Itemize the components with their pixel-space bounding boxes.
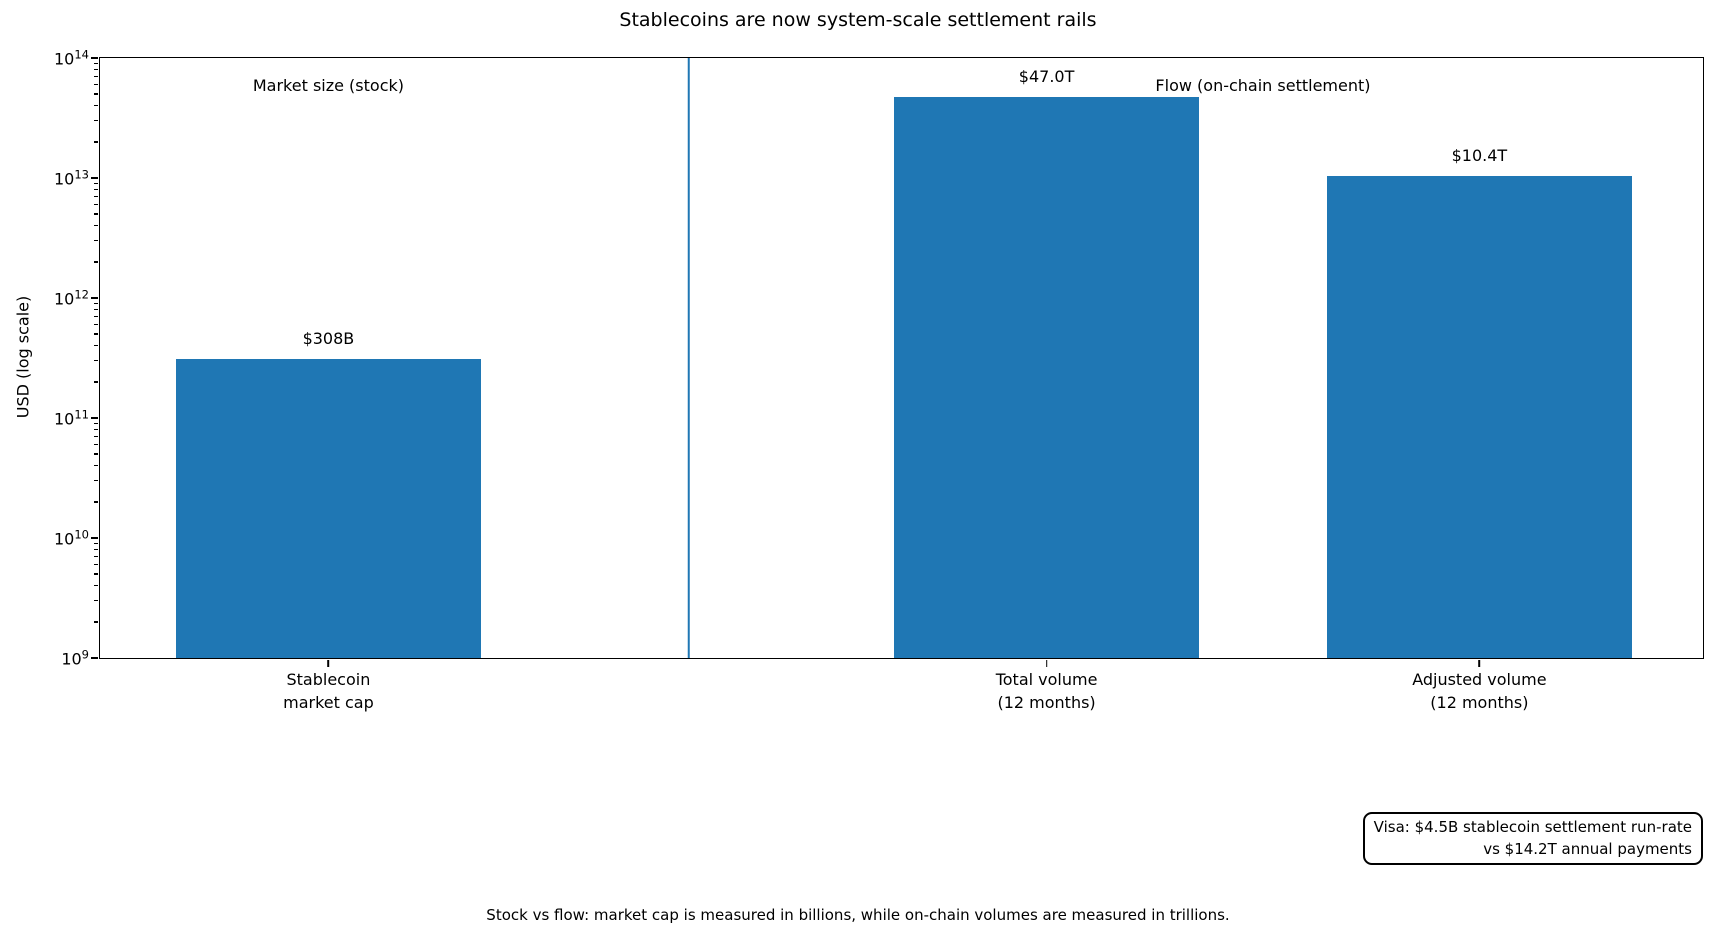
annotation-line-2: vs $14.2T annual payments	[1483, 839, 1692, 858]
section-label: Market size (stock)	[252, 76, 404, 95]
y-axis-minor-tick	[94, 62, 98, 65]
x-axis-tick	[1478, 659, 1481, 667]
y-axis-minor-tick	[94, 75, 98, 78]
x-axis-tick-label: Adjusted volume (12 months)	[1412, 670, 1547, 712]
bar-value-label: $10.4T	[1451, 145, 1508, 165]
y-axis-minor-tick	[94, 93, 98, 95]
y-axis-major-tick	[91, 177, 98, 179]
bar	[1326, 175, 1632, 658]
y-axis-minor-tick	[94, 120, 98, 122]
y-axis-minor-tick	[94, 465, 98, 467]
y-axis-minor-tick	[94, 381, 98, 383]
x-axis-tick-label: Stablecoin market cap	[283, 670, 374, 712]
y-axis-tick-label: 1013	[54, 167, 89, 189]
y-axis-minor-tick	[94, 225, 98, 227]
y-axis-tick-label: 1012	[54, 287, 89, 309]
y-axis-minor-tick	[94, 345, 98, 347]
section-label: Flow (on-chain settlement)	[1155, 76, 1371, 95]
bar	[894, 97, 1200, 658]
y-axis-minor-tick	[94, 555, 98, 558]
annotation-line-1: Visa: $4.5B stablecoin settlement run-ra…	[1373, 818, 1692, 836]
y-axis-minor-tick	[94, 501, 98, 503]
y-axis-minor-tick	[94, 188, 98, 191]
y-axis-minor-tick	[94, 422, 98, 425]
x-axis-tick	[1045, 659, 1048, 667]
annotation-box: Visa: $4.5B stablecoin settlement run-ra…	[1362, 812, 1703, 865]
x-axis-tick-label: Total volume (12 months)	[995, 670, 1098, 712]
y-axis-minor-tick	[94, 621, 98, 623]
y-axis-major-tick	[91, 657, 98, 659]
y-axis-minor-tick	[94, 182, 98, 185]
y-axis-minor-tick	[94, 333, 98, 335]
y-axis-minor-tick	[94, 315, 98, 318]
y-axis-minor-tick	[94, 213, 98, 215]
y-axis-minor-tick	[94, 141, 98, 143]
y-axis-major-tick	[91, 297, 98, 299]
y-axis-tick-label: 1010	[54, 527, 89, 549]
y-axis-major-tick	[91, 417, 98, 419]
y-axis-minor-tick	[94, 68, 98, 71]
y-axis-major-tick	[91, 57, 98, 59]
y-axis-minor-tick	[94, 548, 98, 551]
y-axis-tick-label: 1011	[54, 407, 89, 429]
y-axis-minor-tick	[94, 240, 98, 242]
y-axis-minor-tick	[94, 105, 98, 107]
y-axis-minor-tick	[94, 563, 98, 566]
y-axis-label: USD (log scale)	[13, 295, 33, 419]
bar	[175, 359, 481, 658]
y-axis-tick-label: 109	[61, 647, 89, 669]
figure-caption: Stock vs flow: market cap is measured in…	[486, 906, 1230, 924]
y-axis-tick-label: 1014	[54, 47, 89, 69]
y-axis-minor-tick	[94, 302, 98, 305]
y-axis-minor-tick	[94, 435, 98, 438]
y-axis-major-tick	[91, 537, 98, 539]
y-axis-minor-tick	[94, 308, 98, 311]
y-axis-minor-tick	[94, 261, 98, 263]
y-axis-minor-tick	[94, 573, 98, 575]
bar-value-label: $308B	[302, 329, 355, 349]
y-axis-minor-tick	[94, 542, 98, 545]
y-axis-minor-tick	[94, 453, 98, 455]
bar-value-label: $47.0T	[1018, 67, 1075, 87]
y-axis-minor-tick	[94, 360, 98, 362]
y-axis-minor-tick	[94, 428, 98, 431]
y-axis-minor-tick	[94, 203, 98, 206]
y-axis-minor-tick	[94, 195, 98, 198]
x-axis-tick	[327, 659, 330, 667]
chart-title: Stablecoins are now system-scale settlem…	[619, 9, 1097, 31]
y-axis-minor-tick	[94, 83, 98, 86]
section-divider-line	[687, 58, 690, 658]
y-axis-minor-tick	[94, 323, 98, 326]
y-axis-minor-tick	[94, 443, 98, 446]
y-axis-minor-tick	[94, 585, 98, 587]
plot-area: 109 1010 1011 1012 1013 1014 $308B Stablecoin m…	[54, 47, 1704, 712]
y-axis-minor-tick	[94, 480, 98, 482]
y-axis-minor-tick	[94, 600, 98, 602]
